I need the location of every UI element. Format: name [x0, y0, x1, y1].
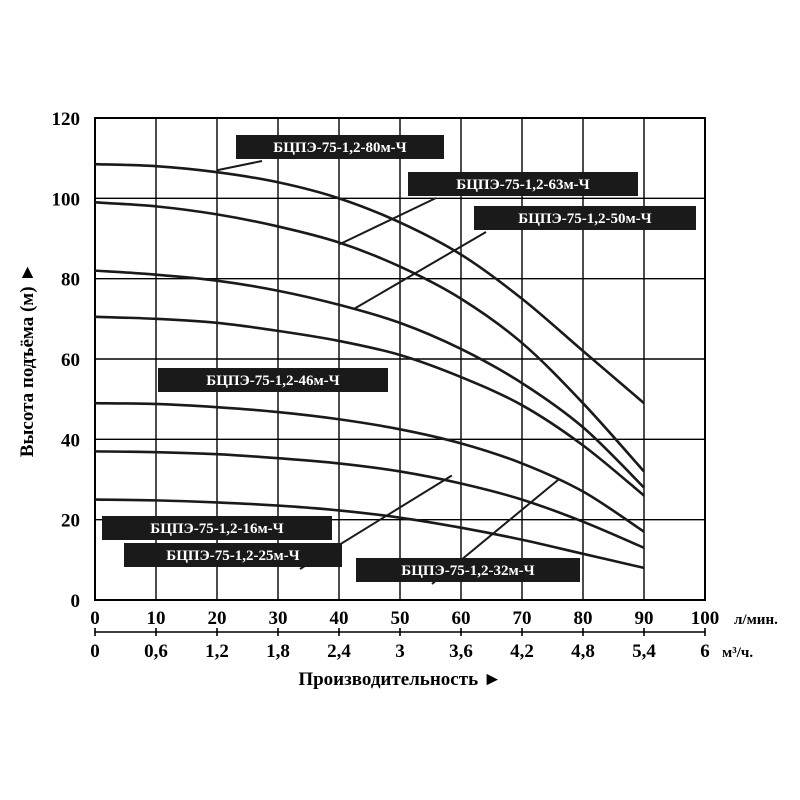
y-tick-label: 60 — [61, 350, 80, 371]
callout-label: БЦПЭ-75-1,2-63м-Ч — [408, 172, 638, 196]
callout-box — [356, 558, 580, 582]
x2-tick-label: 0 — [90, 641, 100, 662]
y-tick-label: 120 — [52, 109, 81, 130]
tick-labels: 0 20 40 60 80 100 120 0 10 20 30 40 50 60 70 80 90 100 0 0,… — [52, 109, 720, 662]
series-line — [94, 401, 645, 533]
series-line — [94, 162, 645, 405]
y-tick-label: 100 — [52, 189, 81, 210]
callout-labels: БЦПЭ-75-1,2-80м-Ч БЦПЭ-75-1,2-63м-Ч БЦПЭ-7… — [102, 135, 696, 582]
callout-box — [408, 172, 638, 196]
callout-text: БЦПЭ-75-1,2-46м-Ч — [206, 373, 339, 389]
x-tick-label: 90 — [635, 608, 654, 629]
callout-leader — [353, 231, 487, 310]
callout-label: БЦПЭ-75-1,2-80м-Ч — [236, 135, 444, 159]
callout-text: БЦПЭ-75-1,2-32м-Ч — [401, 563, 534, 579]
x-tick-label: 40 — [330, 608, 349, 629]
x-axis-title: Производительность ► — [298, 669, 501, 690]
x2-tick-label: 4,2 — [510, 641, 534, 662]
x-unit-label: л/мин. — [734, 612, 778, 628]
callout-text: БЦПЭ-75-1,2-25м-Ч — [166, 548, 299, 564]
x-tick-label: 70 — [513, 608, 532, 629]
grid — [94, 117, 706, 636]
callout-text: БЦПЭ-75-1,2-16м-Ч — [150, 521, 283, 537]
x2-tick-label: 3 — [395, 641, 405, 662]
callout-box — [124, 543, 342, 567]
x2-tick-label: 6 — [700, 641, 710, 662]
axis-units: л/мин. м³/ч. — [722, 612, 778, 661]
y-tick-label: 80 — [61, 270, 80, 291]
callout-box — [236, 135, 444, 159]
x2-unit-label: м³/ч. — [722, 645, 753, 661]
x-tick-label: 80 — [574, 608, 593, 629]
y-tick-label: 40 — [61, 430, 80, 451]
x-tick-label: 60 — [452, 608, 471, 629]
x2-tick-label: 2,4 — [327, 641, 351, 662]
callout-label: БЦПЭ-75-1,2-46м-Ч — [158, 368, 388, 392]
pump-curves — [94, 162, 645, 570]
x2-tick-label: 5,4 — [632, 641, 656, 662]
series-line — [94, 450, 645, 549]
series-line — [94, 498, 645, 570]
x2-tick-label: 3,6 — [449, 641, 473, 662]
x-tick-label: 30 — [269, 608, 288, 629]
callout-label: БЦПЭ-75-1,2-50м-Ч — [474, 206, 696, 230]
callout-text: БЦПЭ-75-1,2-50м-Ч — [518, 211, 651, 227]
callout-text: БЦПЭ-75-1,2-80м-Ч — [273, 140, 406, 156]
y-axis-title: Высота подъёма (м) ► — [17, 263, 38, 457]
callout-leaders — [216, 160, 560, 585]
x-tick-label: 10 — [147, 608, 166, 629]
plot-frame — [94, 117, 706, 601]
y-tick-label: 20 — [61, 511, 80, 532]
callout-leader — [338, 197, 437, 246]
callout-box — [102, 516, 332, 540]
series-line — [94, 269, 645, 489]
series-line — [94, 201, 645, 473]
callout-label: БЦПЭ-75-1,2-32м-Ч — [356, 558, 580, 582]
callout-box — [158, 368, 388, 392]
x2-tick-label: 0,6 — [144, 641, 168, 662]
series-line — [94, 315, 645, 497]
x2-tick-label: 4,8 — [571, 641, 595, 662]
x2-tick-label: 1,2 — [205, 641, 229, 662]
x-tick-label: 100 — [691, 608, 720, 629]
callout-text: БЦПЭ-75-1,2-63м-Ч — [456, 177, 589, 193]
y-tick-label: 0 — [71, 591, 81, 612]
x-tick-label: 0 — [90, 608, 100, 629]
x-tick-label: 20 — [208, 608, 227, 629]
x2-tick-label: 1,8 — [266, 641, 290, 662]
callout-label: БЦПЭ-75-1,2-25м-Ч — [124, 543, 342, 567]
callout-leader — [216, 160, 263, 172]
x-tick-label: 50 — [391, 608, 410, 629]
callout-label: БЦПЭ-75-1,2-16м-Ч — [102, 516, 332, 540]
callout-box — [474, 206, 696, 230]
